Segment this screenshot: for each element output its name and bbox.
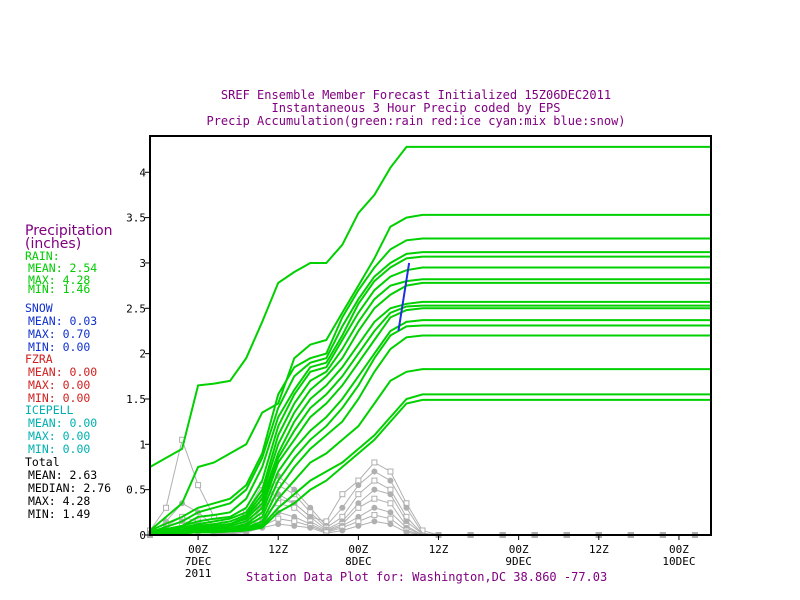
snow-mean: MEAN: 0.03 <box>28 314 98 328</box>
instantaneous-point <box>387 468 394 475</box>
sidebar-header-precipitation: Precipitation <box>25 223 113 239</box>
snow-max: MAX: 0.70 <box>28 327 91 341</box>
y-tick-label: 2 <box>139 348 146 361</box>
instantaneous-point <box>387 515 394 522</box>
fzra-mean: MEAN: 0.00 <box>28 365 98 379</box>
instantaneous-point <box>371 486 378 493</box>
accumulation-series-line <box>149 393 711 536</box>
chart-title-line-3: Precip Accumulation(green:rain red:ice c… <box>206 114 626 128</box>
sidebar-header-units: (inches) <box>25 236 82 252</box>
snow-label: SNOW <box>25 301 53 315</box>
instantaneous-point <box>355 482 362 489</box>
accumulation-series-line <box>149 319 711 536</box>
total-mean: MEAN: 2.63 <box>28 468 98 482</box>
icepell-min: MIN: 0.00 <box>28 442 91 456</box>
fzra-label: FZRA <box>25 352 53 366</box>
y-tick-label: 3.5 <box>126 212 146 225</box>
accumulation-layer <box>149 145 711 536</box>
instantaneous-point <box>371 518 378 525</box>
rain-max: MAX: 4.28 <box>28 273 91 287</box>
instantaneous-point <box>307 524 314 531</box>
accumulation-series-line <box>149 304 711 536</box>
y-tick-label: 0.5 <box>126 484 146 497</box>
rain-label: RAIN: <box>25 249 60 263</box>
instantaneous-point <box>195 482 202 489</box>
x-tick-label: 12Z <box>429 543 449 556</box>
instantaneous-point <box>387 477 394 484</box>
instantaneous-point <box>291 504 298 511</box>
instantaneous-point <box>371 477 378 484</box>
x-tick-label: 00Z <box>348 543 368 556</box>
fzra-min: MIN: 0.00 <box>28 391 91 405</box>
accumulation-series-line <box>149 278 711 535</box>
y-tick-label: 4 <box>139 166 146 179</box>
y-tick-label: 3 <box>139 257 146 270</box>
accumulation-series-line <box>149 145 711 468</box>
y-tick-label: 0 <box>139 529 146 542</box>
icepell-max: MAX: 0.00 <box>28 429 91 443</box>
station-footer: Station Data Plot for: Washington,DC 38.… <box>246 570 608 584</box>
instantaneous-point <box>355 522 362 529</box>
x-tick-label: 12Z <box>589 543 609 556</box>
instantaneous-point <box>387 491 394 498</box>
accumulation-series-line <box>149 334 711 536</box>
instantaneous-point <box>339 504 346 511</box>
instantaneous-point <box>387 521 394 528</box>
x-tick-label: 10DEC <box>662 555 695 568</box>
y-tick-label: 1.5 <box>126 393 146 406</box>
rain-min: MIN: 1.46 <box>28 282 91 296</box>
plot-frame <box>149 135 712 536</box>
instantaneous-point <box>275 521 282 528</box>
accumulation-series-line <box>149 281 711 535</box>
x-tick-label: 00Z <box>669 543 689 556</box>
accumulation-series-line <box>149 398 711 536</box>
snow-accumulation-segment <box>397 262 411 332</box>
x-tick-label: 00Z <box>188 543 208 556</box>
y-tick-label: 1 <box>139 438 146 451</box>
accumulation-series-line <box>149 324 711 536</box>
instantaneous-point <box>371 459 378 466</box>
y-tick-label: 2.5 <box>126 302 146 315</box>
instantaneous-point <box>275 515 282 522</box>
icepell-mean: MEAN: 0.00 <box>28 416 98 430</box>
chart-title-line-1: SREF Ensemble Member Forecast Initialize… <box>220 88 612 102</box>
x-tick-label: 2011 <box>185 567 212 580</box>
accumulation-series-line <box>149 266 711 535</box>
instantaneous-point <box>339 527 346 534</box>
instantaneous-point <box>371 468 378 475</box>
accumulation-series-line <box>149 255 711 534</box>
instantaneous-point <box>339 491 346 498</box>
rain-mean: MEAN: 2.54 <box>28 261 98 275</box>
total-max: MAX: 4.28 <box>28 494 91 508</box>
instantaneous-point <box>291 522 298 529</box>
total-min: MIN: 1.49 <box>28 507 91 521</box>
chart-title-line-2: Instantaneous 3 Hour Precip coded by EPS <box>271 101 561 115</box>
icepell-label: ICEPELL <box>25 403 74 417</box>
x-tick-label: 00Z <box>509 543 529 556</box>
instantaneous-point <box>355 491 362 498</box>
instantaneous-point <box>403 504 410 511</box>
x-tick-label: 9DEC <box>505 555 532 568</box>
x-tick-label: 12Z <box>268 543 288 556</box>
x-tick-label: 8DEC <box>345 555 372 568</box>
x-tick-label: 7DEC <box>185 555 212 568</box>
accumulation-series-line <box>149 251 711 534</box>
total-label: Total <box>25 455 60 469</box>
fzra-max: MAX: 0.00 <box>28 378 91 392</box>
accumulation-series-line <box>149 237 711 532</box>
accumulation-series-line <box>149 213 711 532</box>
instantaneous-point <box>371 504 378 511</box>
instantaneous-point <box>163 504 170 511</box>
instantaneous-point <box>355 504 362 511</box>
instantaneous-point <box>371 512 378 519</box>
instantaneous-point <box>387 500 394 507</box>
instantaneous-point <box>371 495 378 502</box>
snow-min: MIN: 0.00 <box>28 340 91 354</box>
instantaneous-point <box>387 509 394 516</box>
total-median: MEDIAN: 2.76 <box>28 481 112 495</box>
